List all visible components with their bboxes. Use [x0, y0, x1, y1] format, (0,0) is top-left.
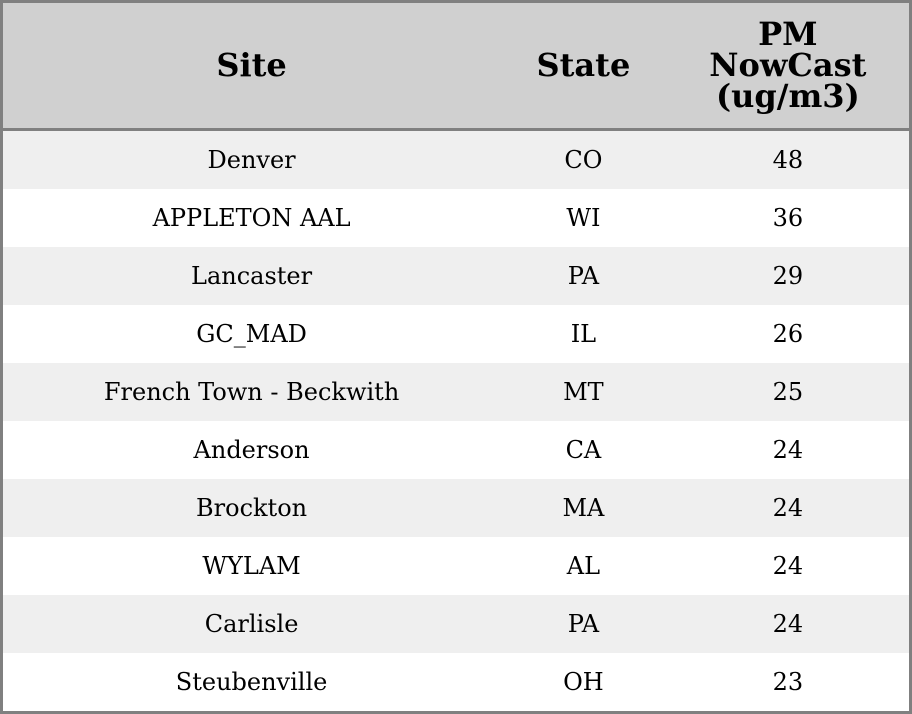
pm-value-cell: 24	[666, 421, 911, 479]
site-cell: French Town - Beckwith	[1, 363, 501, 421]
state-cell: OH	[500, 653, 667, 713]
header-state: State	[500, 1, 667, 131]
site-cell: WYLAM	[1, 537, 501, 595]
pm-value-cell: 24	[666, 479, 911, 537]
table-row: Steubenville OH 23	[1, 653, 911, 713]
pm-value-cell: 24	[666, 537, 911, 595]
state-cell: PA	[500, 595, 667, 653]
state-cell: AL	[500, 537, 667, 595]
site-cell: GC_MAD	[1, 305, 501, 363]
table-row: Denver CO 48	[1, 129, 911, 189]
site-cell: Lancaster	[1, 247, 501, 305]
pm-value-cell: 48	[666, 129, 911, 189]
site-cell: Steubenville	[1, 653, 501, 713]
state-cell: CO	[500, 129, 667, 189]
header-site: Site	[1, 1, 501, 131]
header-pm-nowcast: PM NowCast (ug/m3)	[666, 1, 911, 131]
table-row: APPLETON AAL WI 36	[1, 189, 911, 247]
state-cell: WI	[500, 189, 667, 247]
site-cell: Carlisle	[1, 595, 501, 653]
table-row: Carlisle PA 24	[1, 595, 911, 653]
pm-value-cell: 24	[666, 595, 911, 653]
pm-value-cell: 26	[666, 305, 911, 363]
site-cell: Brockton	[1, 479, 501, 537]
header-row: Site State PM NowCast (ug/m3)	[1, 1, 911, 131]
site-cell: Anderson	[1, 421, 501, 479]
state-cell: MT	[500, 363, 667, 421]
site-cell: Denver	[1, 129, 501, 189]
table-row: Brockton MA 24	[1, 479, 911, 537]
pm-value-cell: 36	[666, 189, 911, 247]
header-pm-line3: (ug/m3)	[715, 77, 860, 115]
table-row: Lancaster PA 29	[1, 247, 911, 305]
state-cell: IL	[500, 305, 667, 363]
table-row: Anderson CA 24	[1, 421, 911, 479]
pm-value-cell: 23	[666, 653, 911, 713]
header-pm-line1: PM	[758, 15, 818, 53]
table-row: French Town - Beckwith MT 25	[1, 363, 911, 421]
header-pm-line2: NowCast	[709, 46, 867, 84]
state-cell: CA	[500, 421, 667, 479]
table-row: GC_MAD IL 26	[1, 305, 911, 363]
table-row: WYLAM AL 24	[1, 537, 911, 595]
state-cell: PA	[500, 247, 667, 305]
pm-value-cell: 25	[666, 363, 911, 421]
state-cell: MA	[500, 479, 667, 537]
site-cell: APPLETON AAL	[1, 189, 501, 247]
pm-value-cell: 29	[666, 247, 911, 305]
